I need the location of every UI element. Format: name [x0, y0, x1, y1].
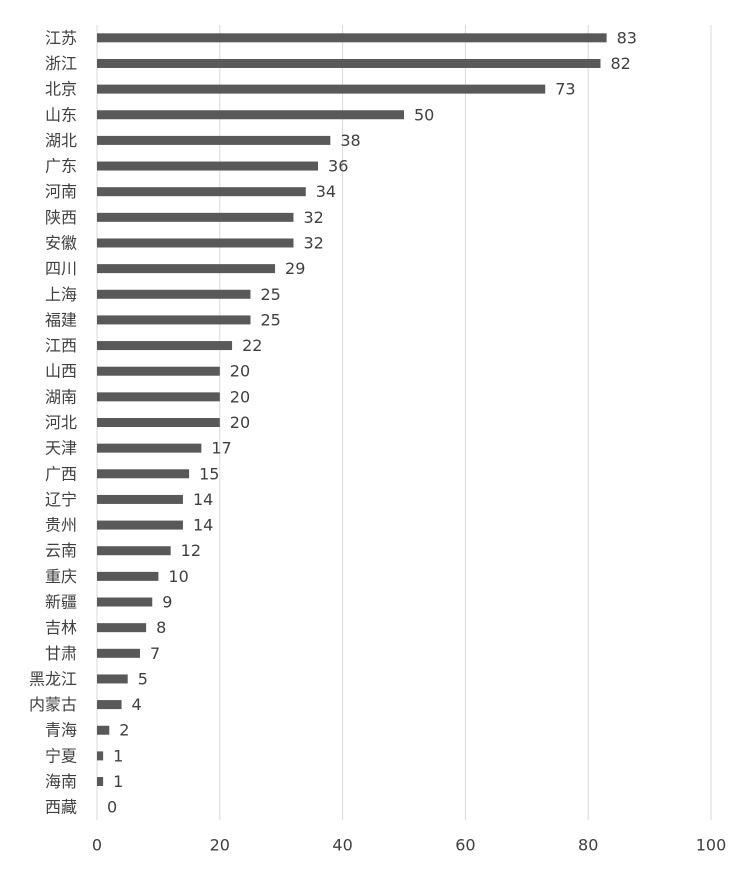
bar	[97, 546, 171, 556]
bar	[97, 289, 251, 299]
y-tick-label: 河北	[45, 413, 77, 432]
value-label: 73	[555, 80, 575, 99]
y-tick-label: 广东	[45, 157, 77, 176]
value-label: 0	[107, 798, 117, 817]
y-tick-label: 重庆	[45, 567, 77, 586]
x-tick-label: 0	[92, 836, 102, 855]
y-tick-label: 福建	[45, 310, 77, 329]
value-label: 32	[303, 233, 323, 252]
bar	[97, 84, 546, 94]
value-label: 25	[261, 285, 281, 304]
y-tick-label: 海南	[45, 772, 77, 791]
value-label: 20	[230, 362, 250, 381]
y-tick-label: 湖北	[45, 131, 77, 150]
y-tick-label: 云南	[45, 541, 77, 560]
y-tick-label: 山西	[45, 362, 77, 381]
bar	[97, 520, 183, 530]
value-label: 9	[162, 593, 172, 612]
value-label: 5	[138, 669, 148, 688]
bar	[97, 161, 319, 171]
bar	[97, 212, 294, 222]
value-label: 15	[199, 464, 219, 483]
y-tick-label: 黑龙江	[29, 669, 77, 688]
bar	[97, 597, 153, 607]
y-tick-label: 山东	[45, 105, 77, 124]
bar	[97, 725, 110, 735]
value-label: 29	[285, 259, 305, 278]
bar	[97, 315, 251, 325]
bar	[97, 648, 140, 658]
value-label: 17	[211, 439, 231, 458]
value-label: 83	[617, 28, 637, 47]
y-tick-label: 西藏	[45, 798, 77, 817]
value-label: 10	[168, 567, 188, 586]
y-tick-label: 新疆	[45, 593, 77, 612]
value-label: 20	[230, 413, 250, 432]
x-tick-label: 80	[578, 836, 598, 855]
bar	[97, 264, 276, 274]
value-label: 25	[261, 310, 281, 329]
value-label: 82	[610, 54, 630, 73]
bar	[97, 623, 147, 633]
y-tick-label: 辽宁	[45, 490, 77, 509]
y-tick-label: 湖南	[45, 387, 77, 406]
value-label: 36	[328, 157, 348, 176]
value-label: 12	[181, 541, 201, 560]
value-label: 22	[242, 336, 262, 355]
value-label: 8	[156, 618, 166, 637]
bar	[97, 469, 190, 479]
value-label: 34	[316, 182, 336, 201]
bar	[97, 58, 601, 68]
x-tick-label: 40	[332, 836, 352, 855]
bar	[97, 366, 220, 376]
y-tick-label: 青海	[45, 721, 77, 740]
y-tick-label: 广西	[45, 464, 77, 483]
y-tick-label: 内蒙古	[29, 695, 77, 714]
y-tick-label: 天津	[45, 439, 77, 458]
bar	[97, 674, 128, 684]
value-label: 50	[414, 105, 434, 124]
y-tick-label: 江苏	[45, 28, 77, 47]
bar	[97, 700, 122, 710]
y-tick-label: 北京	[45, 80, 77, 99]
value-label: 14	[193, 490, 213, 509]
y-tick-label: 上海	[45, 285, 77, 304]
value-label: 14	[193, 516, 213, 535]
x-tick-label: 100	[696, 836, 727, 855]
bar	[97, 392, 220, 402]
value-label: 4	[132, 695, 142, 714]
y-tick-label: 四川	[45, 259, 77, 278]
value-label: 2	[119, 721, 129, 740]
y-tick-label: 吉林	[45, 618, 77, 637]
value-label: 7	[150, 644, 160, 663]
bar	[97, 777, 104, 787]
y-tick-label: 甘肃	[45, 644, 77, 663]
value-label: 20	[230, 387, 250, 406]
bar	[97, 341, 233, 351]
bar	[97, 494, 183, 504]
y-tick-label: 安徽	[45, 233, 77, 252]
value-label: 32	[303, 208, 323, 227]
y-tick-label: 陕西	[45, 208, 77, 227]
bar	[97, 443, 202, 453]
value-label: 38	[340, 131, 360, 150]
bar	[97, 238, 294, 248]
y-tick-label: 浙江	[45, 54, 77, 73]
bar	[97, 135, 331, 145]
bar	[97, 571, 159, 581]
bar	[97, 33, 607, 43]
bar	[97, 418, 220, 427]
bar	[97, 187, 306, 197]
value-label: 1	[113, 772, 123, 791]
y-tick-label: 贵州	[45, 516, 77, 535]
x-tick-label: 20	[210, 836, 230, 855]
value-label: 1	[113, 746, 123, 765]
y-tick-label: 宁夏	[45, 746, 77, 765]
y-tick-label: 江西	[45, 336, 77, 355]
y-tick-label: 河南	[45, 182, 77, 201]
x-tick-label: 60	[455, 836, 475, 855]
bar	[97, 110, 404, 120]
bar	[97, 751, 104, 761]
